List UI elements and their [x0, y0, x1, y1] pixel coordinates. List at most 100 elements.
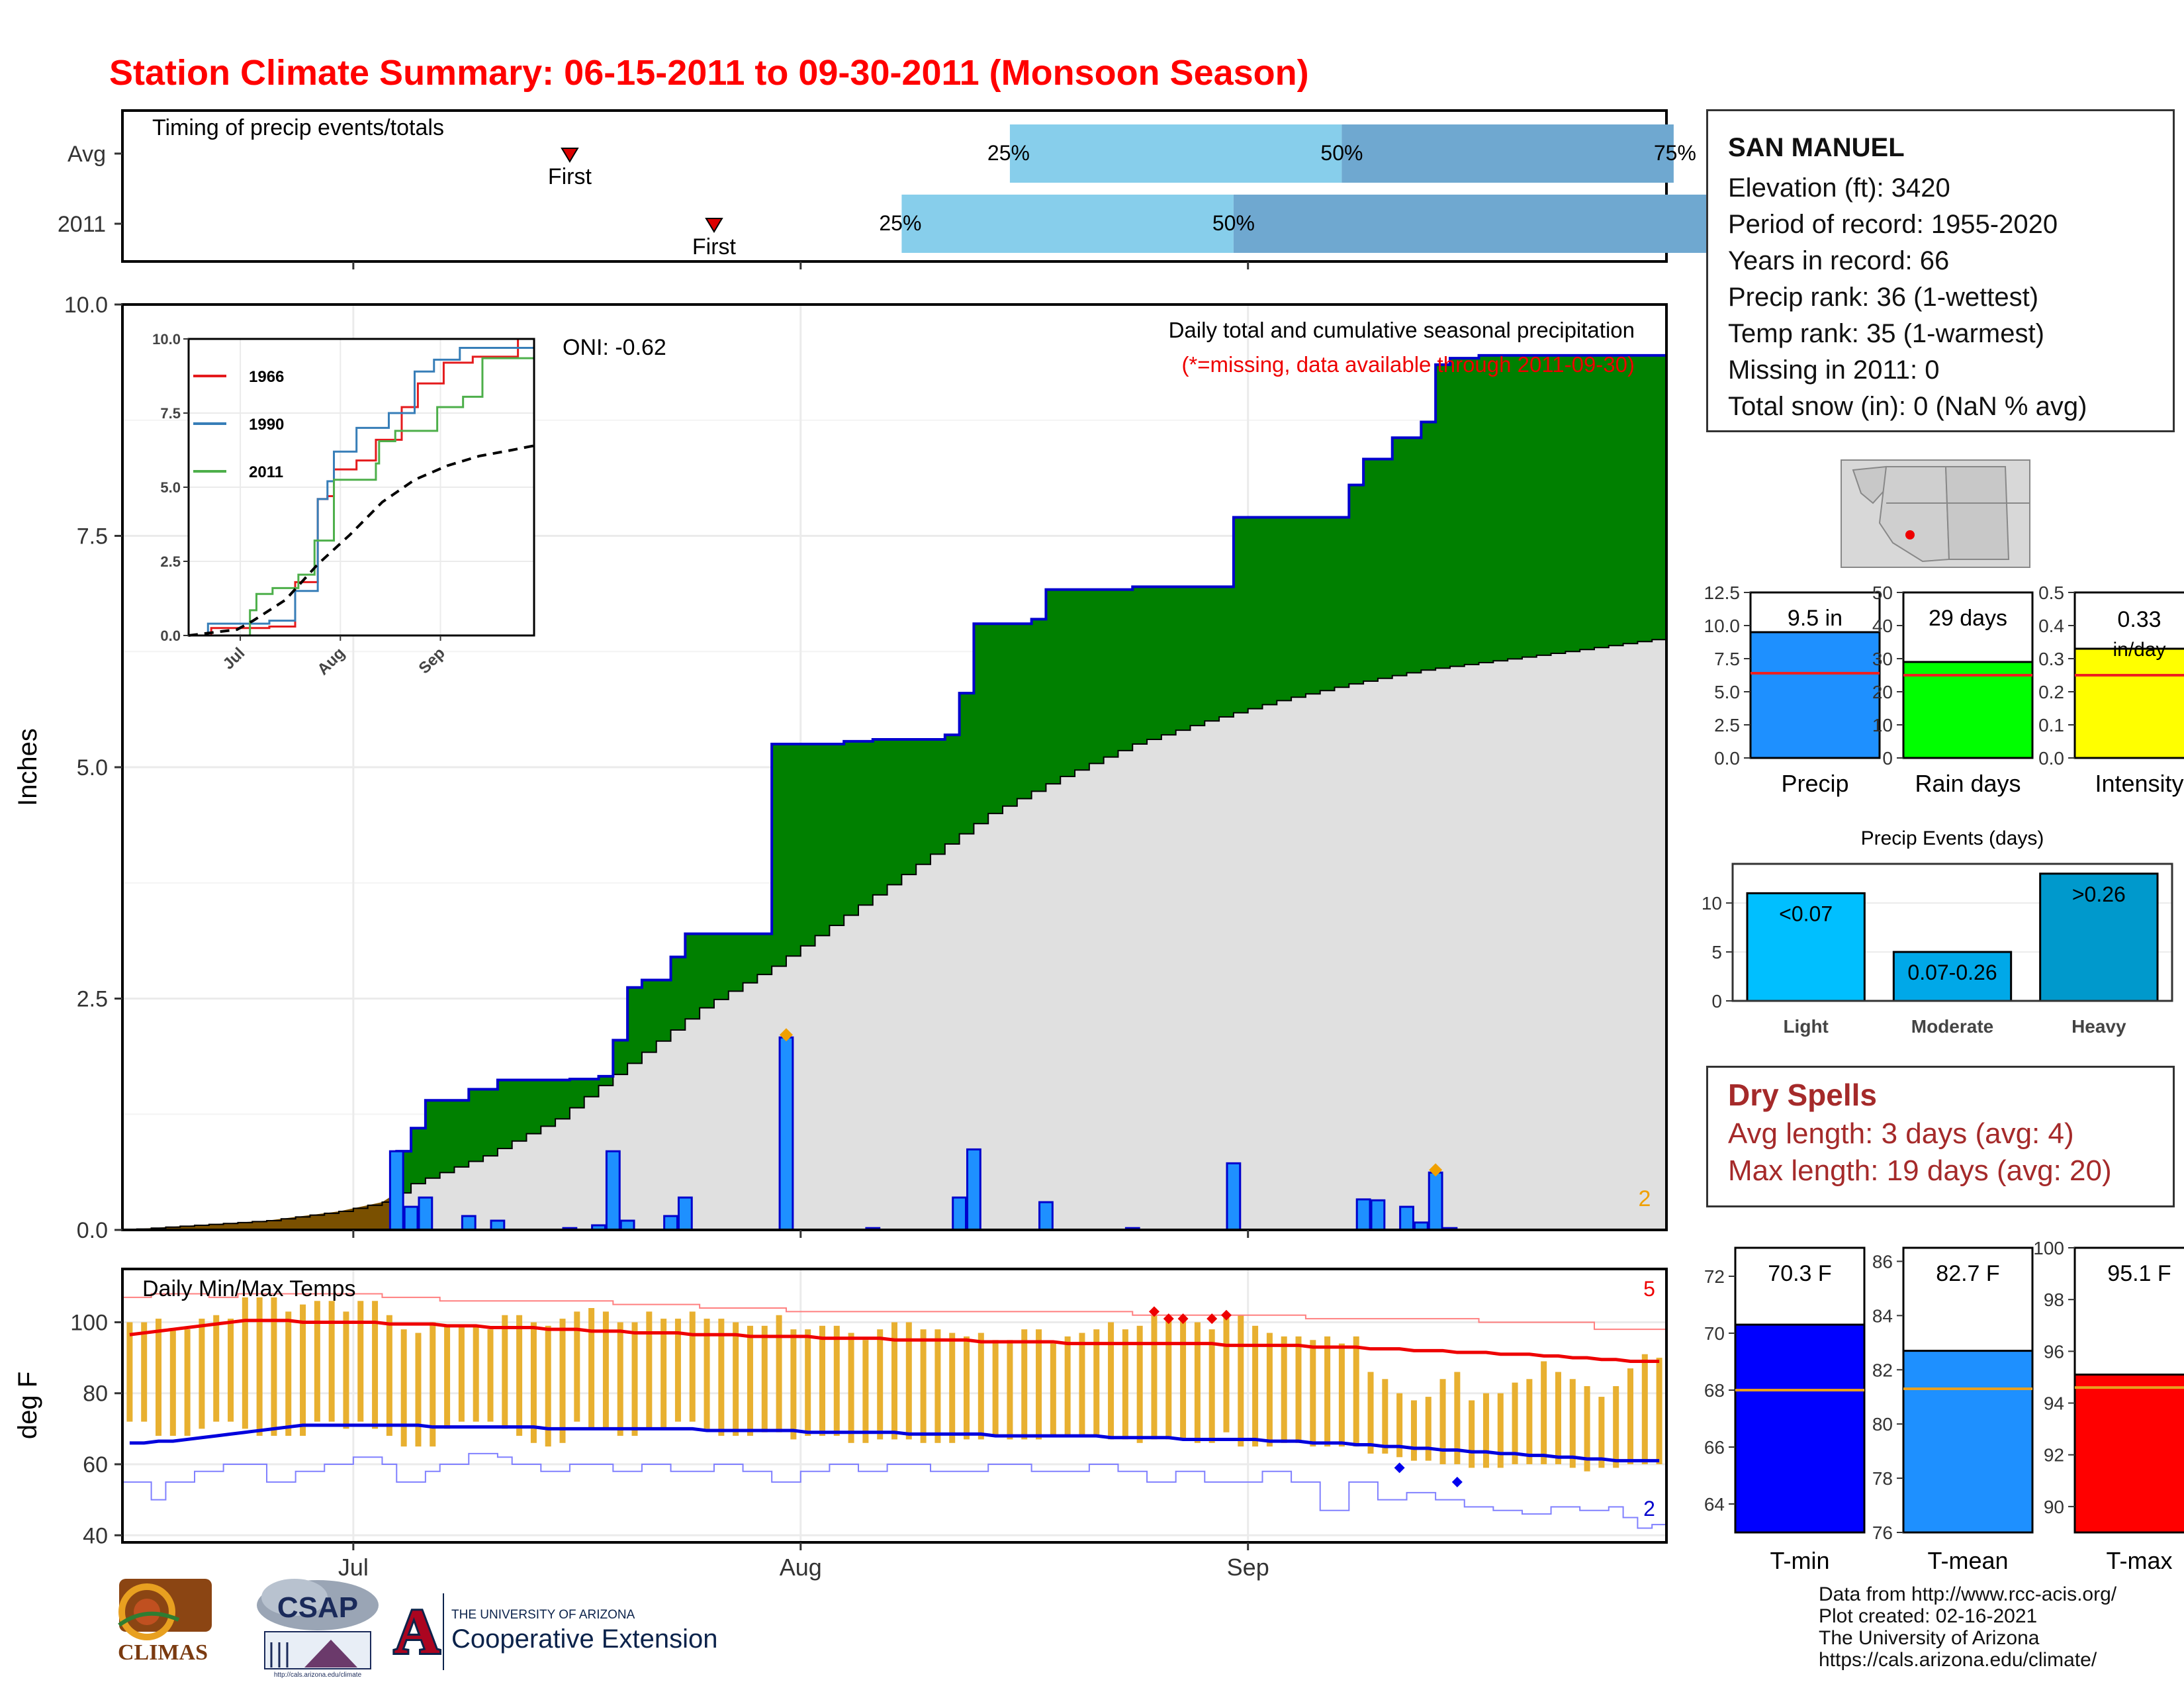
mini-y-tick-label: 86 [1872, 1251, 1893, 1272]
events-bar-label: >0.26 [2072, 882, 2126, 906]
temps-daily-bar [184, 1329, 191, 1436]
temps-daily-bar [891, 1322, 897, 1440]
timing-q25-label: 25% [879, 211, 921, 235]
temps-daily-bar [1338, 1343, 1345, 1447]
temps-record-high-marker [1206, 1313, 1218, 1325]
mini-panel-label: Rain days [1915, 770, 2021, 797]
mini-y-tick-label: 94 [2044, 1393, 2064, 1414]
temps-daily-bar [1497, 1393, 1504, 1468]
mini-value-label: 0.33 [2117, 607, 2161, 632]
temps-daily-bar [1410, 1400, 1417, 1461]
mini-y-tick-label: 30 [1872, 649, 1893, 669]
temps-daily-bar [920, 1329, 927, 1443]
mini-y-tick-label: 84 [1872, 1305, 1893, 1326]
temps-daily-bar [631, 1322, 638, 1436]
mini-y-tick-label: 90 [2044, 1497, 2064, 1517]
temps-daily-bar [805, 1329, 811, 1436]
temps-daily-bar [646, 1311, 653, 1429]
temps-daily-bar [1555, 1372, 1561, 1464]
events-category-label: Moderate [1911, 1016, 1993, 1037]
temps-daily-bar [271, 1297, 277, 1436]
temps-daily-bar [300, 1304, 306, 1436]
credit-data-source: Data from http://www.rcc-acis.org/ [1819, 1583, 2117, 1605]
map-new-mexico [1944, 466, 2010, 560]
mini-value-label: 9.5 in [1788, 606, 1843, 631]
temps-daily-bar [530, 1322, 537, 1443]
mini-y-tick-label: 0.2 [2038, 682, 2064, 702]
main-cumulative-line [395, 350, 1668, 1230]
mini-value-label: 70.3 F [1768, 1261, 1831, 1286]
mini-panel-label: Precip [1781, 770, 1848, 797]
main-daily-bar [663, 1215, 678, 1231]
main-deficit-area [122, 1193, 397, 1230]
timing-first-marker [705, 218, 723, 233]
temps-daily-bar [934, 1329, 941, 1443]
precip-main-chart: 0.0 2.5 5.0 7.5 10.0 Inches Daily total and cu… [13, 293, 1668, 1243]
events-y-tick-label: 5 [1711, 942, 1722, 962]
temps-title: Daily Min/Max Temps [142, 1276, 355, 1301]
main-subtitle: (*=missing, data available through 2011-… [1181, 352, 1635, 377]
main-y-tick-label: 0.0 [77, 1218, 108, 1243]
inset-series-avg [188, 444, 535, 637]
events-bar-label: 0.07-0.26 [1907, 961, 1997, 984]
inset-series-1966 [189, 338, 534, 637]
temps-avg-min-line [129, 1423, 1660, 1463]
temps-daily-bar [444, 1325, 451, 1429]
csap-url: http://cals.arizona.edu/climate [274, 1671, 362, 1678]
temps-daily-bar [1569, 1379, 1576, 1468]
mini-panel-label: Intensity [2095, 770, 2183, 797]
temps-daily-bar [458, 1325, 465, 1422]
temps-daily-bar [1194, 1322, 1201, 1443]
main-oni-label: ONI: -0.62 [563, 335, 666, 360]
timing-first-marker [561, 148, 579, 163]
timing-q50-q75-bar [1342, 124, 1674, 183]
ua-letter: A [394, 1596, 439, 1667]
credit-url: https://cals.arizona.edu/climate/ [1819, 1649, 2097, 1671]
main-daily-bar [966, 1148, 981, 1231]
precip-events-chart: Precip Events (days) <0.07 Light 0.07-0.26 M… [1702, 827, 2173, 1037]
timing-panel: Timing of precip events/totals Avg 25% 50% 7… [58, 109, 1819, 269]
temps-daily-bar [228, 1319, 234, 1422]
temps-daily-bar [328, 1301, 335, 1422]
main-daily-bar [677, 1196, 693, 1231]
inset-y-tick-label: 7.5 [160, 405, 181, 422]
temps-daily-bar [1526, 1379, 1533, 1464]
timing-q25-label: 25% [987, 141, 1030, 165]
timing-row-label: Avg [68, 142, 106, 167]
temps-daily-bar [978, 1333, 984, 1440]
temps-daily-bar [357, 1301, 364, 1422]
mini-y-tick-label: 0.1 [2038, 715, 2064, 735]
totals-bars: 0.0 2.5 5.0 7.5 10.0 12.5 9.5 in Precip 0 10 20 30 4… [1704, 583, 2184, 797]
mini-value-label: 82.7 F [1936, 1261, 1999, 1286]
temps-daily-bar [1079, 1333, 1085, 1436]
temps-daily-bar [169, 1329, 176, 1436]
mini-y-tick-label: 0.0 [2038, 748, 2064, 769]
temps-daily-bar [1266, 1333, 1273, 1447]
temps-daily-bar [617, 1322, 623, 1436]
temps-record-low-marker [1451, 1476, 1463, 1487]
timing-q50-label: 50% [1212, 211, 1255, 235]
temps-daily-bar [1281, 1336, 1287, 1443]
temps-daily-bar [1367, 1372, 1374, 1454]
temps-daily-bar [761, 1325, 768, 1432]
info-period: Period of record: 1955-2020 [1728, 210, 2058, 239]
temps-daily-bar [545, 1325, 551, 1447]
inset-series-2011 [189, 353, 535, 637]
temps-daily-bar [1122, 1329, 1128, 1440]
temps-daily-bar [343, 1311, 349, 1429]
map-state-outline [1852, 465, 1888, 504]
dry-spells-box: Dry Spells Avg length: 3 days (avg: 4) M… [1706, 1066, 2175, 1207]
main-y-label: Inches [13, 728, 42, 806]
mini-panel-label: T-mean [1927, 1547, 2008, 1574]
mini-y-tick-label: 0.4 [2038, 616, 2064, 636]
temps-daily-bar [877, 1329, 884, 1440]
mini-value-bar [1749, 631, 1881, 759]
dry-spells-max: Max length: 19 days (avg: 20) [1728, 1154, 2112, 1187]
temps-daily-bar [588, 1308, 595, 1429]
main-surplus-area [122, 350, 1666, 1230]
temps-record-high-marker [1177, 1313, 1189, 1325]
mini-y-tick-label: 10 [1872, 715, 1893, 735]
inset-y-tick-label: 10.0 [152, 331, 181, 348]
temps-daily-bar [516, 1315, 523, 1436]
